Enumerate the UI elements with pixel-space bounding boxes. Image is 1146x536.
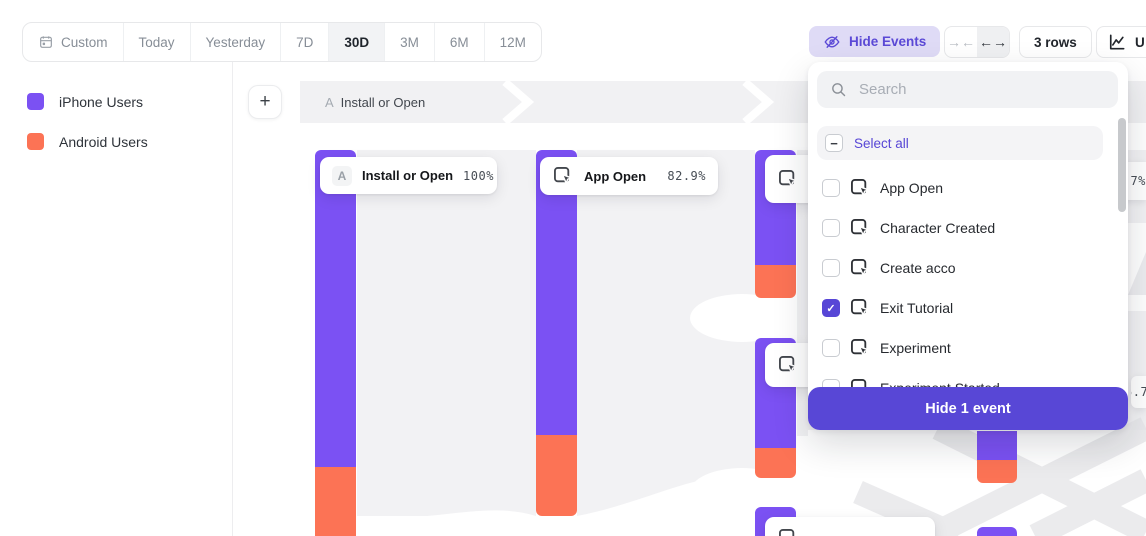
- search-icon: [830, 81, 847, 98]
- line-chart-icon: [1107, 32, 1127, 52]
- expand-columns-button[interactable]: ←→: [977, 27, 1009, 57]
- event-icon: [849, 217, 871, 239]
- events-dropdown-panel: Search Select all App Open Character Cre…: [808, 62, 1128, 430]
- edge-value-bottom: 5.7%: [1131, 385, 1146, 399]
- bar-step3-row1-android[interactable]: [755, 265, 796, 298]
- event-icon: [849, 337, 871, 359]
- step-card-edge-bottom[interactable]: 5.7%: [1131, 376, 1146, 408]
- date-preset-12m[interactable]: 12M: [499, 34, 526, 50]
- event-item-character-created[interactable]: Character Created: [817, 208, 1103, 248]
- step-card-value: 82.9%: [667, 169, 706, 183]
- date-preset-7d[interactable]: 7D: [281, 23, 330, 61]
- chart-type-label: U: [1135, 34, 1145, 50]
- hide-events-button[interactable]: Hide Events: [809, 26, 941, 57]
- bar-step1-iphone[interactable]: [315, 150, 356, 467]
- step-card-value: 100%: [463, 168, 494, 183]
- event-checkbox[interactable]: [822, 259, 840, 277]
- step-card-install-or-open[interactable]: A Install or Open 100%: [320, 157, 497, 194]
- search-placeholder: Search: [859, 81, 907, 98]
- event-icon: [849, 297, 871, 319]
- step-card-label: App Open: [584, 168, 647, 184]
- plus-icon: +: [259, 91, 271, 112]
- android-users-label: Android Users: [59, 133, 148, 150]
- step-letter-badge: A: [325, 94, 334, 110]
- select-all-label: Select all: [854, 135, 909, 151]
- step-header-label: Install or Open: [340, 94, 426, 110]
- event-icon: [849, 257, 871, 279]
- select-all-checkbox[interactable]: [825, 134, 843, 152]
- chart-type-button[interactable]: U: [1096, 26, 1146, 58]
- eye-off-icon: [823, 33, 841, 51]
- event-item-experiment[interactable]: Experiment: [817, 328, 1103, 368]
- event-item-create-acco[interactable]: Create acco: [817, 248, 1103, 288]
- event-icon: [777, 527, 799, 536]
- sidebar-divider: [232, 62, 233, 536]
- event-checkbox[interactable]: [822, 339, 840, 357]
- bar-step4-row2-android[interactable]: [977, 460, 1017, 483]
- select-all-row[interactable]: Select all: [817, 126, 1103, 160]
- event-icon: [777, 354, 799, 376]
- column-width-control: →← ←→: [944, 26, 1010, 58]
- bar-step4-row3-iphone[interactable]: [977, 527, 1017, 536]
- expand-arrows-icon: ←→: [979, 34, 1007, 50]
- collapse-columns-button[interactable]: →←: [945, 27, 977, 57]
- event-checkbox[interactable]: [822, 299, 840, 317]
- event-icon: [552, 165, 574, 187]
- bar-step3-row2-android[interactable]: [755, 448, 796, 478]
- date-preset-label: Custom: [61, 34, 108, 50]
- bar-step1-android[interactable]: [315, 467, 356, 536]
- event-item-app-open[interactable]: App Open: [817, 168, 1103, 208]
- rows-setting-label: 3 rows: [1034, 34, 1077, 50]
- hide-selected-events-button[interactable]: Hide 1 event: [808, 387, 1128, 430]
- event-icon: [849, 177, 871, 199]
- hide-events-action-label: Hide 1 event: [925, 400, 1011, 417]
- android-users-swatch: [27, 133, 44, 150]
- legend-item-iphone[interactable]: iPhone Users: [27, 93, 143, 110]
- date-preset-custom[interactable]: Custom: [23, 23, 124, 61]
- iphone-users-swatch: [27, 93, 44, 110]
- legend-item-android[interactable]: Android Users: [27, 133, 148, 150]
- date-preset-yesterday[interactable]: Yesterday: [191, 23, 282, 61]
- date-preset-today[interactable]: Today: [124, 23, 191, 61]
- step-a-badge: A: [332, 165, 352, 186]
- event-search-input[interactable]: Search: [817, 71, 1118, 108]
- date-preset-30d[interactable]: 30D: [329, 23, 386, 61]
- dropdown-scrollbar[interactable]: [1118, 118, 1126, 212]
- date-preset-6m[interactable]: 6M: [435, 23, 485, 61]
- step-card-row3-col3[interactable]: [765, 517, 935, 536]
- bar-step2-android[interactable]: [536, 435, 577, 516]
- date-preset-3m[interactable]: 3M: [385, 23, 435, 61]
- collapse-arrows-icon: →←: [947, 34, 975, 50]
- add-step-button[interactable]: +: [248, 85, 282, 119]
- bar-step4-row2-iphone[interactable]: [977, 431, 1017, 460]
- step-card-label: Install or Open: [362, 168, 454, 183]
- iphone-users-label: iPhone Users: [59, 93, 144, 110]
- step-card-app-open[interactable]: App Open 82.9%: [540, 157, 718, 195]
- event-checkbox[interactable]: [822, 179, 840, 197]
- event-checkbox[interactable]: [822, 219, 840, 237]
- hide-events-label: Hide Events: [849, 34, 927, 49]
- bar-step2-iphone[interactable]: [536, 150, 577, 435]
- date-range-control: Custom Today Yesterday 7D 30D 3M 6M 12M: [22, 22, 542, 62]
- event-icon: [777, 168, 799, 190]
- calendar-icon: [38, 34, 54, 50]
- event-item-exit-tutorial[interactable]: Exit Tutorial: [817, 288, 1103, 328]
- rows-setting-button[interactable]: 3 rows: [1019, 26, 1092, 58]
